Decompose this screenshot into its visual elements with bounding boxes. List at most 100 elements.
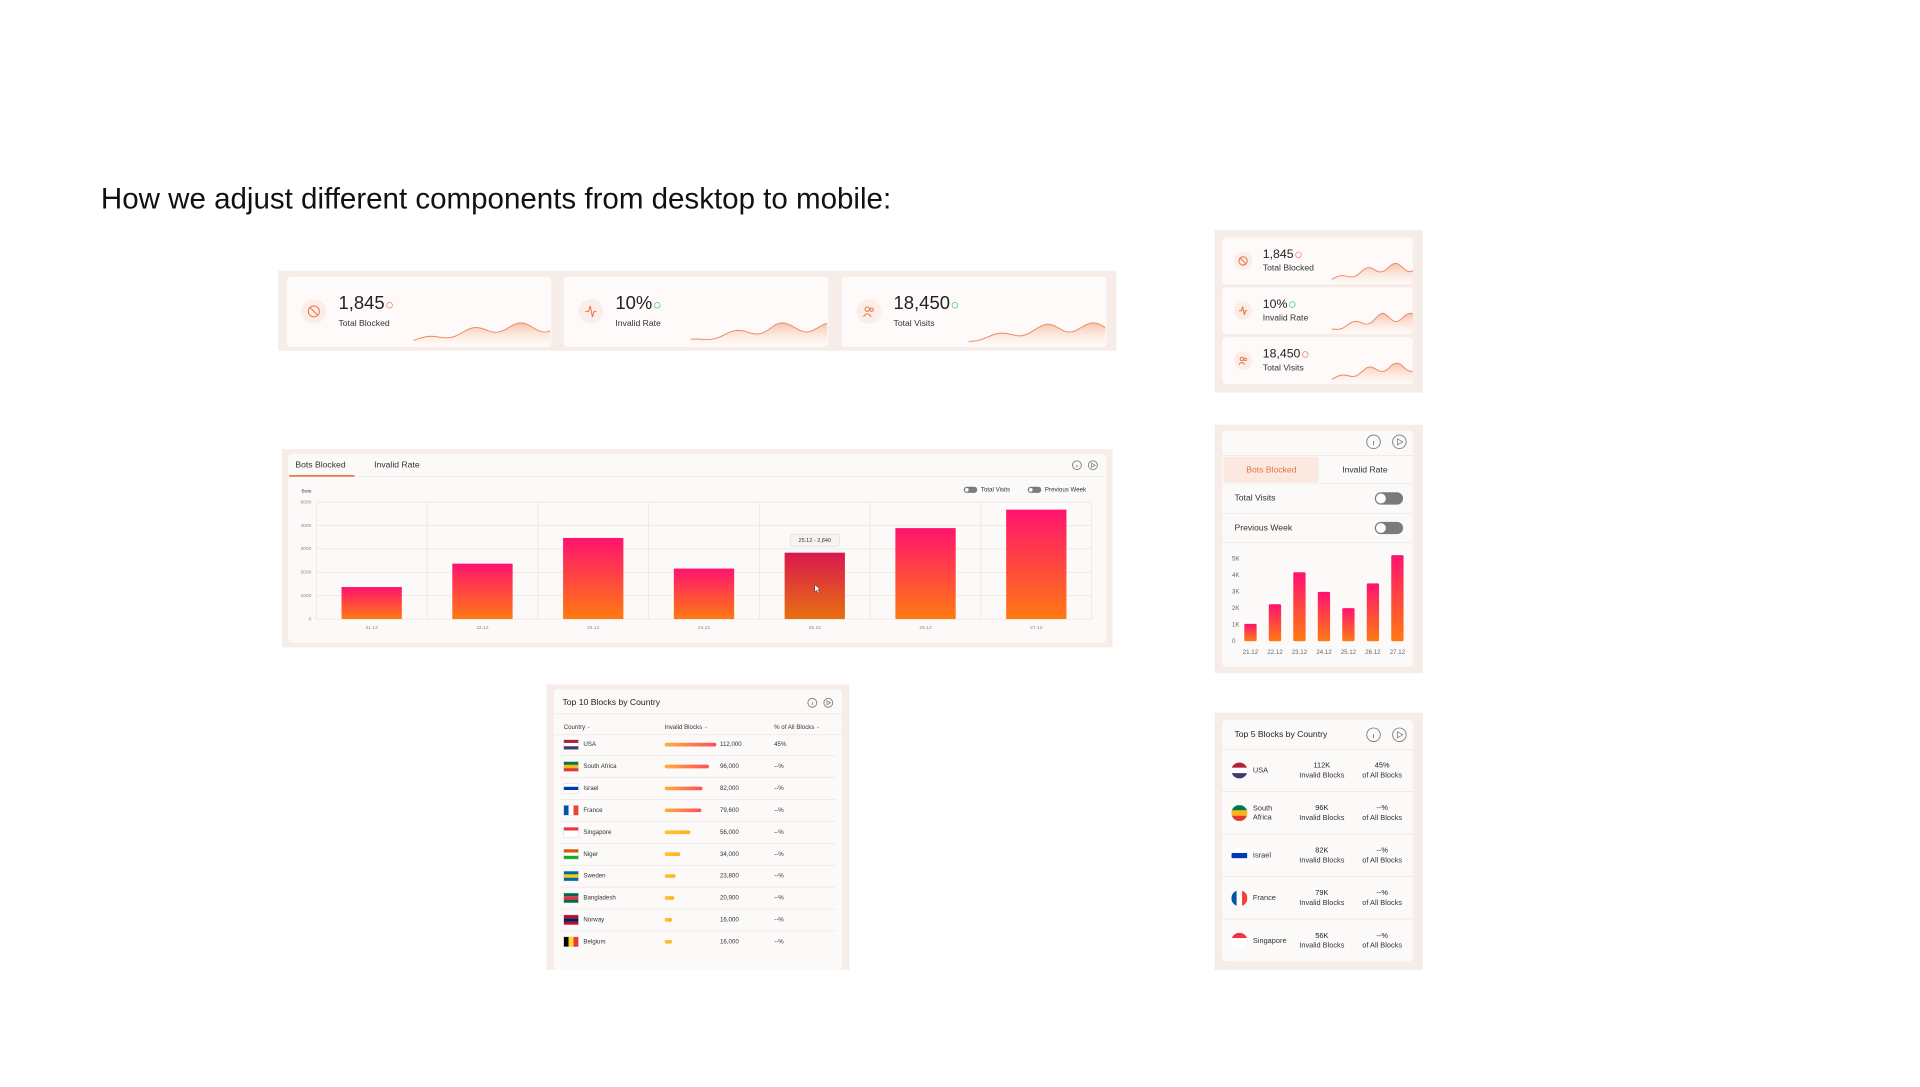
y-tick-label: 5000 — [300, 499, 311, 505]
tab[interactable]: Invalid Rate — [1342, 464, 1388, 474]
toggle-knob — [1375, 493, 1386, 504]
sparkline-area — [1331, 313, 1413, 335]
flag-border — [563, 739, 579, 750]
table-title: Top 5 Blocks by Country — [1234, 729, 1328, 739]
country-name: USA — [583, 741, 597, 748]
bar — [1317, 591, 1331, 642]
flag-stripe — [1231, 890, 1237, 907]
info-button[interactable] — [1366, 727, 1381, 742]
kpi-icon-bg — [578, 299, 604, 324]
tab[interactable]: Bots Blocked — [295, 460, 345, 470]
kpi-icon — [862, 313, 872, 318]
tab-underline — [289, 475, 355, 477]
blocks-bar — [664, 896, 675, 900]
country-name: France — [1253, 893, 1276, 902]
flag-stripe — [1231, 847, 1248, 853]
play-glyph — [1396, 438, 1404, 446]
blocks-value: 79K — [1315, 888, 1328, 897]
play-button[interactable] — [1392, 727, 1407, 742]
flag-stripe — [573, 936, 579, 947]
flag-border — [563, 761, 579, 772]
flag-stripe — [1231, 858, 1248, 864]
tab[interactable]: Bots Blocked — [1246, 464, 1296, 474]
x-tick-label: 21.12 — [366, 625, 379, 631]
flag-stripe — [563, 877, 579, 881]
share-value: --% — [1376, 803, 1388, 812]
column-header[interactable]: % of All Blocks — [774, 724, 814, 731]
share-value: --% — [774, 873, 784, 880]
share-value: --% — [774, 917, 784, 924]
sparkline-area — [413, 322, 551, 346]
flag-stripe — [1231, 943, 1248, 949]
kpi-label: Total Visits — [1263, 362, 1304, 372]
blocks-value: 16,000 — [720, 938, 739, 945]
flag-stripe — [563, 871, 579, 875]
info-button[interactable] — [807, 697, 818, 708]
kpi-label: Invalid Rate — [615, 318, 661, 328]
flag-stripe — [563, 874, 579, 878]
sparkline-area — [1331, 263, 1413, 285]
sparkline — [690, 322, 828, 341]
info-button[interactable] — [1366, 434, 1381, 450]
bar — [1342, 608, 1355, 642]
blocks-value: 82K — [1315, 846, 1328, 855]
x-tick-label: 25.12 — [809, 625, 822, 631]
sort-arrow — [587, 726, 591, 729]
play-button[interactable] — [823, 697, 834, 708]
sparkline-area — [1331, 363, 1413, 384]
flag-border — [563, 783, 579, 794]
column-header[interactable]: Invalid Blocks — [665, 724, 703, 731]
country-name: Niger — [583, 851, 598, 858]
flag-stripe — [563, 852, 579, 856]
play-glyph — [1396, 731, 1404, 739]
share-value: --% — [774, 785, 784, 792]
share-value: --% — [774, 895, 784, 902]
info-button[interactable] — [1072, 460, 1082, 471]
blocks-bar — [664, 786, 703, 791]
flag-stripe — [563, 921, 579, 925]
blocks-value: 23,800 — [720, 873, 739, 880]
flag-stripe — [563, 768, 579, 772]
kpi-label: Total Blocked — [338, 318, 389, 328]
toggle-knob — [1028, 487, 1033, 492]
blocks-value: 82,000 — [720, 785, 739, 792]
table-card — [1222, 719, 1413, 962]
flag-stripe — [563, 827, 579, 831]
flag-stripe — [563, 833, 579, 838]
blocks-value: 96K — [1315, 803, 1328, 812]
flag-border — [563, 914, 579, 925]
play-button[interactable] — [1392, 434, 1407, 450]
tab[interactable]: Invalid Rate — [374, 460, 420, 470]
flag-stripe — [563, 830, 579, 834]
kpi-value: 1,845 — [1263, 247, 1294, 261]
x-tick-label: 24.12 — [698, 625, 711, 631]
kpi-icon — [1238, 306, 1248, 316]
bar — [673, 568, 735, 620]
kpi-icon — [1239, 257, 1247, 265]
flag-border — [563, 805, 579, 816]
play-glyph — [1091, 462, 1096, 468]
table-card — [553, 689, 842, 970]
share-caption: of All Blocks — [1362, 856, 1402, 865]
play-button[interactable] — [1088, 460, 1098, 471]
share-caption: of All Blocks — [1362, 770, 1402, 779]
blocks-bar — [664, 918, 672, 922]
flag-stripe — [1236, 890, 1243, 907]
kpi-card — [563, 276, 829, 348]
kpi-icon — [1238, 362, 1246, 366]
sparkline — [413, 322, 551, 341]
trend-icon — [951, 302, 959, 309]
flag-stripe — [563, 936, 569, 947]
y-tick-label: 4000 — [300, 523, 311, 529]
blocks-bar — [664, 764, 709, 769]
share-value: 45% — [1375, 760, 1390, 769]
flag-stripe — [1231, 810, 1248, 816]
blocks-value: 112,000 — [720, 741, 742, 748]
kpi-card — [1222, 287, 1413, 335]
column-header[interactable]: Country — [564, 724, 586, 731]
trend-icon — [386, 302, 393, 309]
blocks-caption: Invalid Blocks — [1299, 813, 1344, 822]
toggle-knob — [964, 487, 969, 492]
